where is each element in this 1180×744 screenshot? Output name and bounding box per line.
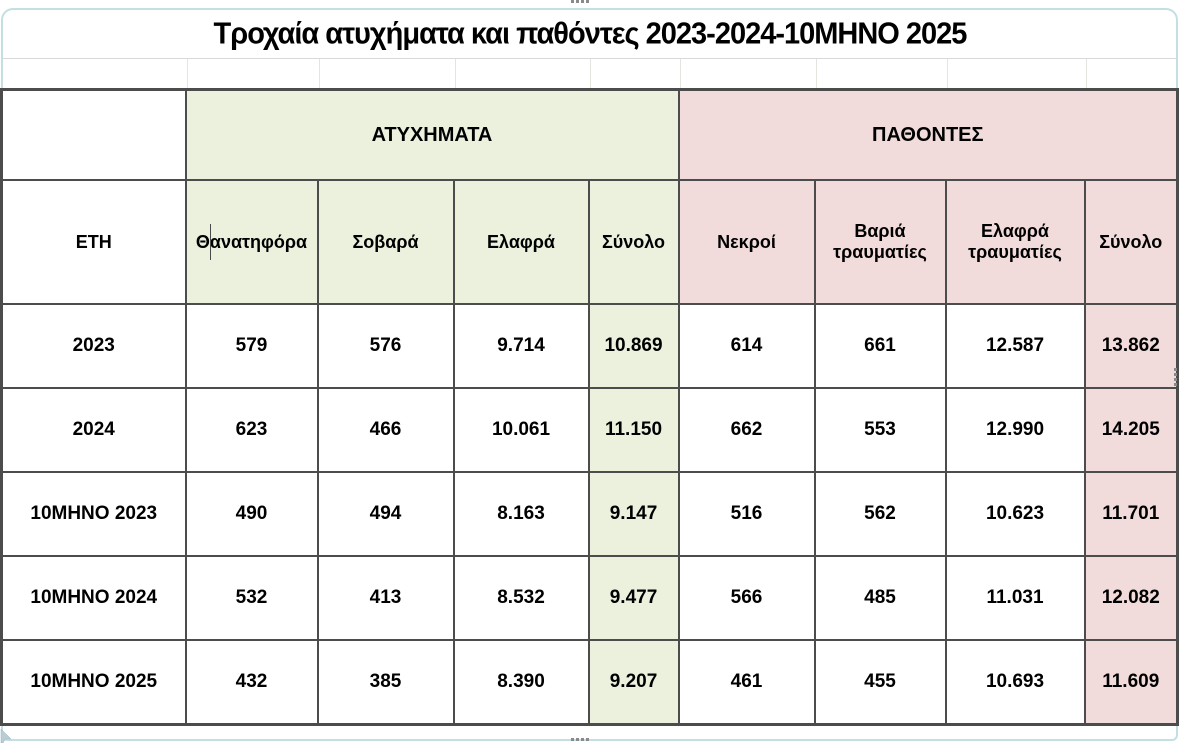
- year-cell[interactable]: 10ΜΗΝΟ 2023: [0, 471, 187, 557]
- total-cell[interactable]: 14.205: [1083, 387, 1179, 473]
- column-header-casualties-total[interactable]: Σύνολο: [1083, 179, 1179, 305]
- drag-handle-bottom-icon[interactable]: [571, 738, 589, 741]
- gridline: [947, 59, 948, 89]
- column-header-serious-injured[interactable]: Βαριά τραυματίες: [813, 179, 947, 305]
- value-cell[interactable]: 623: [184, 387, 319, 473]
- value-cell[interactable]: 9.714: [452, 303, 590, 389]
- value-cell[interactable]: 385: [316, 639, 455, 726]
- value-cell[interactable]: 562: [813, 471, 947, 557]
- column-header-fatal[interactable]: Θανατηφόρα: [184, 179, 319, 305]
- faint-gridline-row: [3, 58, 1177, 89]
- value-cell[interactable]: 553: [813, 387, 947, 473]
- value-cell[interactable]: 485: [813, 555, 947, 641]
- value-cell[interactable]: 532: [184, 555, 319, 641]
- total-cell[interactable]: 12.082: [1083, 555, 1179, 641]
- value-cell[interactable]: 661: [813, 303, 947, 389]
- group-header-row: ΑΤΥΧΗΜΑΤΑ ΠΑΘΟΝΤΕΣ: [0, 88, 1179, 181]
- drag-handle-top-icon[interactable]: [571, 0, 589, 3]
- value-cell[interactable]: 662: [677, 387, 816, 473]
- value-cell[interactable]: 10.061: [452, 387, 590, 473]
- column-header-light-injured[interactable]: Ελαφρά τραυματίες: [944, 179, 1086, 305]
- value-cell[interactable]: 466: [316, 387, 455, 473]
- column-header-row: ΕΤΗ Θανατηφόρα Σοβαρά Ελαφρά Σύνολο Νεκρ…: [0, 179, 1179, 305]
- gridline: [816, 59, 817, 89]
- drag-handle-right-icon[interactable]: [1174, 368, 1177, 386]
- year-cell[interactable]: 2024: [0, 387, 187, 473]
- column-header-years[interactable]: ΕΤΗ: [0, 179, 187, 305]
- year-cell[interactable]: 10ΜΗΝΟ 2025: [0, 639, 187, 726]
- year-cell[interactable]: 2023: [0, 303, 187, 389]
- column-header-fatal-label: Θανατηφόρα: [195, 231, 308, 252]
- value-cell[interactable]: 11.031: [944, 555, 1086, 641]
- year-cell[interactable]: 10ΜΗΝΟ 2024: [0, 555, 187, 641]
- corner-cell[interactable]: [0, 88, 187, 181]
- gridline: [455, 59, 456, 89]
- gridline: [680, 59, 681, 89]
- total-cell[interactable]: 9.147: [587, 471, 680, 557]
- value-cell[interactable]: 12.587: [944, 303, 1086, 389]
- gridline: [187, 59, 188, 89]
- value-cell[interactable]: 432: [184, 639, 319, 726]
- value-cell[interactable]: 10.693: [944, 639, 1086, 726]
- value-cell[interactable]: 413: [316, 555, 455, 641]
- group-header-casualties[interactable]: ΠΑΘΟΝΤΕΣ: [677, 88, 1179, 181]
- total-cell[interactable]: 10.869: [587, 303, 680, 389]
- value-cell[interactable]: 494: [316, 471, 455, 557]
- accidents-casualties-table: ΑΤΥΧΗΜΑΤΑ ΠΑΘΟΝΤΕΣ ΕΤΗ Θανατηφόρα Σοβαρά…: [0, 88, 1180, 726]
- total-cell[interactable]: 13.862: [1083, 303, 1179, 389]
- total-cell[interactable]: 9.477: [587, 555, 680, 641]
- total-cell[interactable]: 11.150: [587, 387, 680, 473]
- column-header-light[interactable]: Ελαφρά: [452, 179, 590, 305]
- value-cell[interactable]: 566: [677, 555, 816, 641]
- page-title: Τροχαία ατυχήματα και παθόντες 2023-2024…: [213, 16, 968, 51]
- value-cell[interactable]: 8.390: [452, 639, 590, 726]
- value-cell[interactable]: 455: [813, 639, 947, 726]
- value-cell[interactable]: 579: [184, 303, 319, 389]
- table-row-10mino-2024: 10ΜΗΝΟ 2024 532 413 8.532 9.477 566 485 …: [0, 555, 1179, 641]
- value-cell[interactable]: 8.163: [452, 471, 590, 557]
- table-row-10mino-2025: 10ΜΗΝΟ 2025 432 385 8.390 9.207 461 455 …: [0, 639, 1179, 726]
- value-cell[interactable]: 10.623: [944, 471, 1086, 557]
- total-cell[interactable]: 11.701: [1083, 471, 1179, 557]
- gridline: [590, 59, 591, 89]
- value-cell[interactable]: 614: [677, 303, 816, 389]
- table-row-2023: 2023 579 576 9.714 10.869 614 661 12.587…: [0, 303, 1179, 389]
- value-cell[interactable]: 12.990: [944, 387, 1086, 473]
- table-row-10mino-2023: 10ΜΗΝΟ 2023 490 494 8.163 9.147 516 562 …: [0, 471, 1179, 557]
- value-cell[interactable]: 461: [677, 639, 816, 726]
- gridline: [319, 59, 320, 89]
- gridline: [1086, 59, 1087, 89]
- value-cell[interactable]: 8.532: [452, 555, 590, 641]
- text-caret: [209, 224, 211, 260]
- value-cell[interactable]: 490: [184, 471, 319, 557]
- total-cell[interactable]: 9.207: [587, 639, 680, 726]
- total-cell[interactable]: 11.609: [1083, 639, 1179, 726]
- column-header-deaths[interactable]: Νεκροί: [677, 179, 816, 305]
- group-header-accidents[interactable]: ΑΤΥΧΗΜΑΤΑ: [184, 88, 680, 181]
- value-cell[interactable]: 516: [677, 471, 816, 557]
- column-header-serious[interactable]: Σοβαρά: [316, 179, 455, 305]
- column-header-accidents-total[interactable]: Σύνολο: [587, 179, 680, 305]
- value-cell[interactable]: 576: [316, 303, 455, 389]
- mouse-cursor-icon: [0, 728, 12, 743]
- table-row-2024: 2024 623 466 10.061 11.150 662 553 12.99…: [0, 387, 1179, 473]
